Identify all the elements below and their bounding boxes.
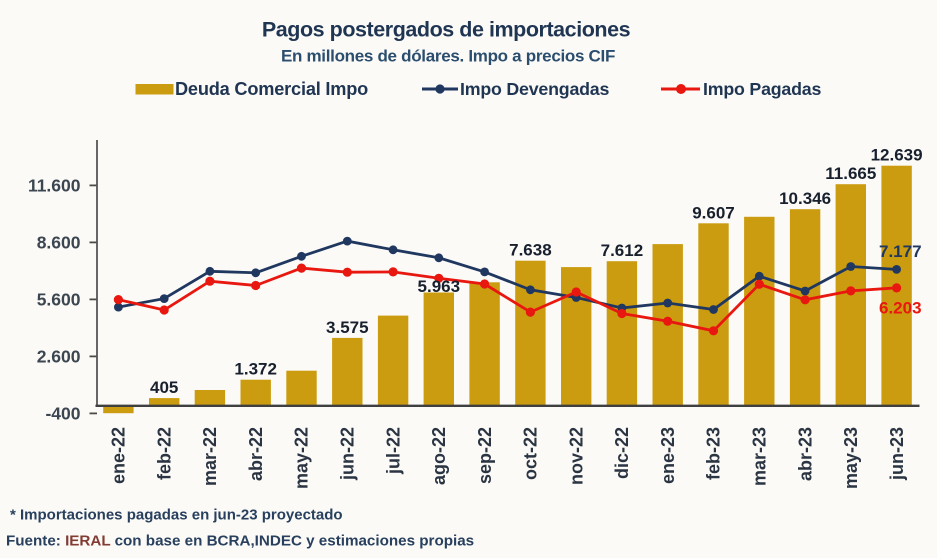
svg-text:8.600: 8.600 [37,232,81,252]
svg-text:feb-23: feb-23 [704,427,724,480]
svg-text:jul-22: jul-22 [383,427,403,475]
svg-text:7.638: 7.638 [509,241,552,260]
svg-text:1.372: 1.372 [234,360,277,379]
svg-text:5.963: 5.963 [418,277,461,296]
svg-text:dic-22: dic-22 [612,427,632,479]
svg-text:may-22: may-22 [292,427,312,489]
svg-text:12.639: 12.639 [871,146,923,165]
svg-text:6.203: 6.203 [879,299,922,318]
svg-text:10.346: 10.346 [779,189,831,208]
svg-text:jun-23: jun-23 [887,427,907,481]
svg-text:-400: -400 [45,403,80,423]
svg-text:abr-23: abr-23 [795,427,815,481]
svg-text:mar-22: mar-22 [200,427,220,486]
svg-text:3.575: 3.575 [326,318,369,337]
svg-text:Pagos postergados de importaci: Pagos postergados de importaciones [262,18,631,42]
svg-text:sep-22: sep-22 [475,427,495,484]
svg-text:7.612: 7.612 [601,241,644,260]
svg-text:abr-22: abr-22 [246,427,266,481]
svg-text:ene-23: ene-23 [658,427,678,484]
svg-text:En millones de dólares. Impo a: En millones de dólares. Impo a precios C… [281,47,615,66]
svg-text:nov-22: nov-22 [566,427,586,485]
svg-text:Impo Pagadas: Impo Pagadas [703,79,821,99]
svg-text:11.665: 11.665 [825,164,876,183]
svg-text:2.600: 2.600 [37,346,81,366]
svg-text:Deuda Comercial Impo: Deuda Comercial Impo [175,79,368,99]
svg-text:oct-22: oct-22 [521,427,541,480]
svg-text:405: 405 [150,378,178,397]
svg-text:ene-22: ene-22 [109,427,129,484]
svg-text:9.607: 9.607 [692,203,735,222]
svg-text:feb-22: feb-22 [154,427,174,480]
svg-text:* Importaciones pagadas en jun: * Importaciones pagadas en jun-23 proyec… [10,507,343,524]
svg-text:11.600: 11.600 [28,175,81,195]
svg-text:7.177: 7.177 [879,242,922,261]
svg-text:Impo Devengadas: Impo Devengadas [460,79,609,99]
svg-text:jun-22: jun-22 [338,427,358,481]
svg-text:Fuente: IERAL con base en BCRA: Fuente: IERAL con base en BCRA,INDEC y e… [6,533,474,550]
svg-text:5.600: 5.600 [37,289,81,309]
svg-text:ago-22: ago-22 [429,427,449,485]
svg-text:mar-23: mar-23 [750,427,770,486]
svg-text:may-23: may-23 [841,427,861,489]
